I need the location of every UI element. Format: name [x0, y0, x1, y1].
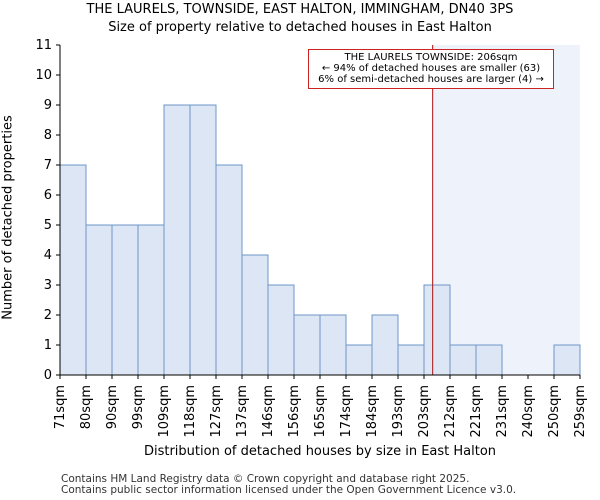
histogram-bar: [449, 344, 477, 376]
x-tick-label: 250sqm: [547, 385, 562, 438]
annotation-line-2: ← 94% of detached houses are smaller (63…: [321, 63, 541, 74]
histogram-bar: [345, 344, 373, 376]
x-axis-label: Distribution of detached houses by size …: [143, 444, 497, 459]
x-tick-label: 146sqm: [261, 385, 276, 438]
y-tick-label: 4: [44, 248, 52, 263]
y-tick-label: 9: [44, 98, 52, 113]
x-tick-label: 71sqm: [53, 385, 68, 429]
x-tick-label: 203sqm: [417, 385, 432, 438]
histogram-bar: [371, 314, 399, 376]
histogram-bar: [59, 164, 87, 376]
histogram-bar: [319, 314, 347, 376]
histogram-bar: [215, 164, 243, 376]
x-tick-label: 193sqm: [391, 385, 406, 438]
x-tick-label: 165sqm: [313, 385, 328, 438]
histogram-bar: [189, 104, 217, 376]
x-tick-label: 259sqm: [573, 385, 588, 438]
larger-region-shade: [432, 45, 580, 375]
x-tick-label: 221sqm: [469, 385, 484, 438]
x-tick-label: 109sqm: [157, 385, 172, 438]
chart-subtitle: Size of property relative to detached ho…: [108, 20, 492, 35]
x-tick-label: 127sqm: [209, 385, 224, 438]
annotation-line-1: THE LAURELS TOWNSIDE: 206sqm: [344, 52, 518, 63]
footer-copyright: Contains HM Land Registry data © Crown c…: [61, 473, 470, 485]
y-tick-label: 7: [44, 158, 52, 173]
histogram-bar: [85, 224, 113, 376]
histogram-bar: [111, 224, 139, 376]
y-tick-label: 0: [44, 368, 52, 383]
y-tick-label: 10: [35, 68, 52, 83]
histogram-bar: [267, 284, 295, 376]
histogram-bar: [423, 284, 451, 376]
x-tick-label: 156sqm: [287, 385, 302, 438]
histogram-bar: [475, 344, 503, 376]
histogram-bar: [553, 344, 581, 376]
x-tick-label: 137sqm: [235, 385, 250, 438]
x-tick-label: 240sqm: [521, 385, 536, 438]
y-tick-label: 2: [44, 308, 52, 323]
y-tick-label: 1: [44, 338, 52, 353]
histogram-bar: [241, 254, 269, 376]
y-tick-label: 6: [44, 188, 52, 203]
histogram-bar: [137, 224, 165, 376]
property-annotation-box: THE LAURELS TOWNSIDE: 206sqm ← 94% of de…: [308, 49, 554, 89]
y-tick-label: 3: [44, 278, 52, 293]
chart-title: THE LAURELS, TOWNSIDE, EAST HALTON, IMMI…: [86, 2, 514, 17]
x-tick-label: 90sqm: [105, 385, 120, 429]
footer-licence: Contains public sector information licen…: [61, 484, 517, 496]
x-tick-label: 118sqm: [183, 385, 198, 438]
x-tick-label: 212sqm: [443, 385, 458, 438]
y-tick-label: 5: [44, 218, 52, 233]
x-tick-label: 231sqm: [495, 385, 510, 438]
y-tick-label: 8: [44, 128, 52, 143]
histogram-bar: [163, 104, 191, 376]
x-tick-label: 99sqm: [131, 385, 146, 429]
x-tick-label: 80sqm: [79, 385, 94, 429]
x-tick-label: 184sqm: [365, 385, 380, 438]
histogram-bar: [293, 314, 321, 376]
x-tick-label: 174sqm: [339, 385, 354, 438]
histogram-bar: [397, 344, 425, 376]
annotation-line-3: 6% of semi-detached houses are larger (4…: [318, 74, 544, 85]
y-tick-label: 11: [35, 38, 52, 53]
